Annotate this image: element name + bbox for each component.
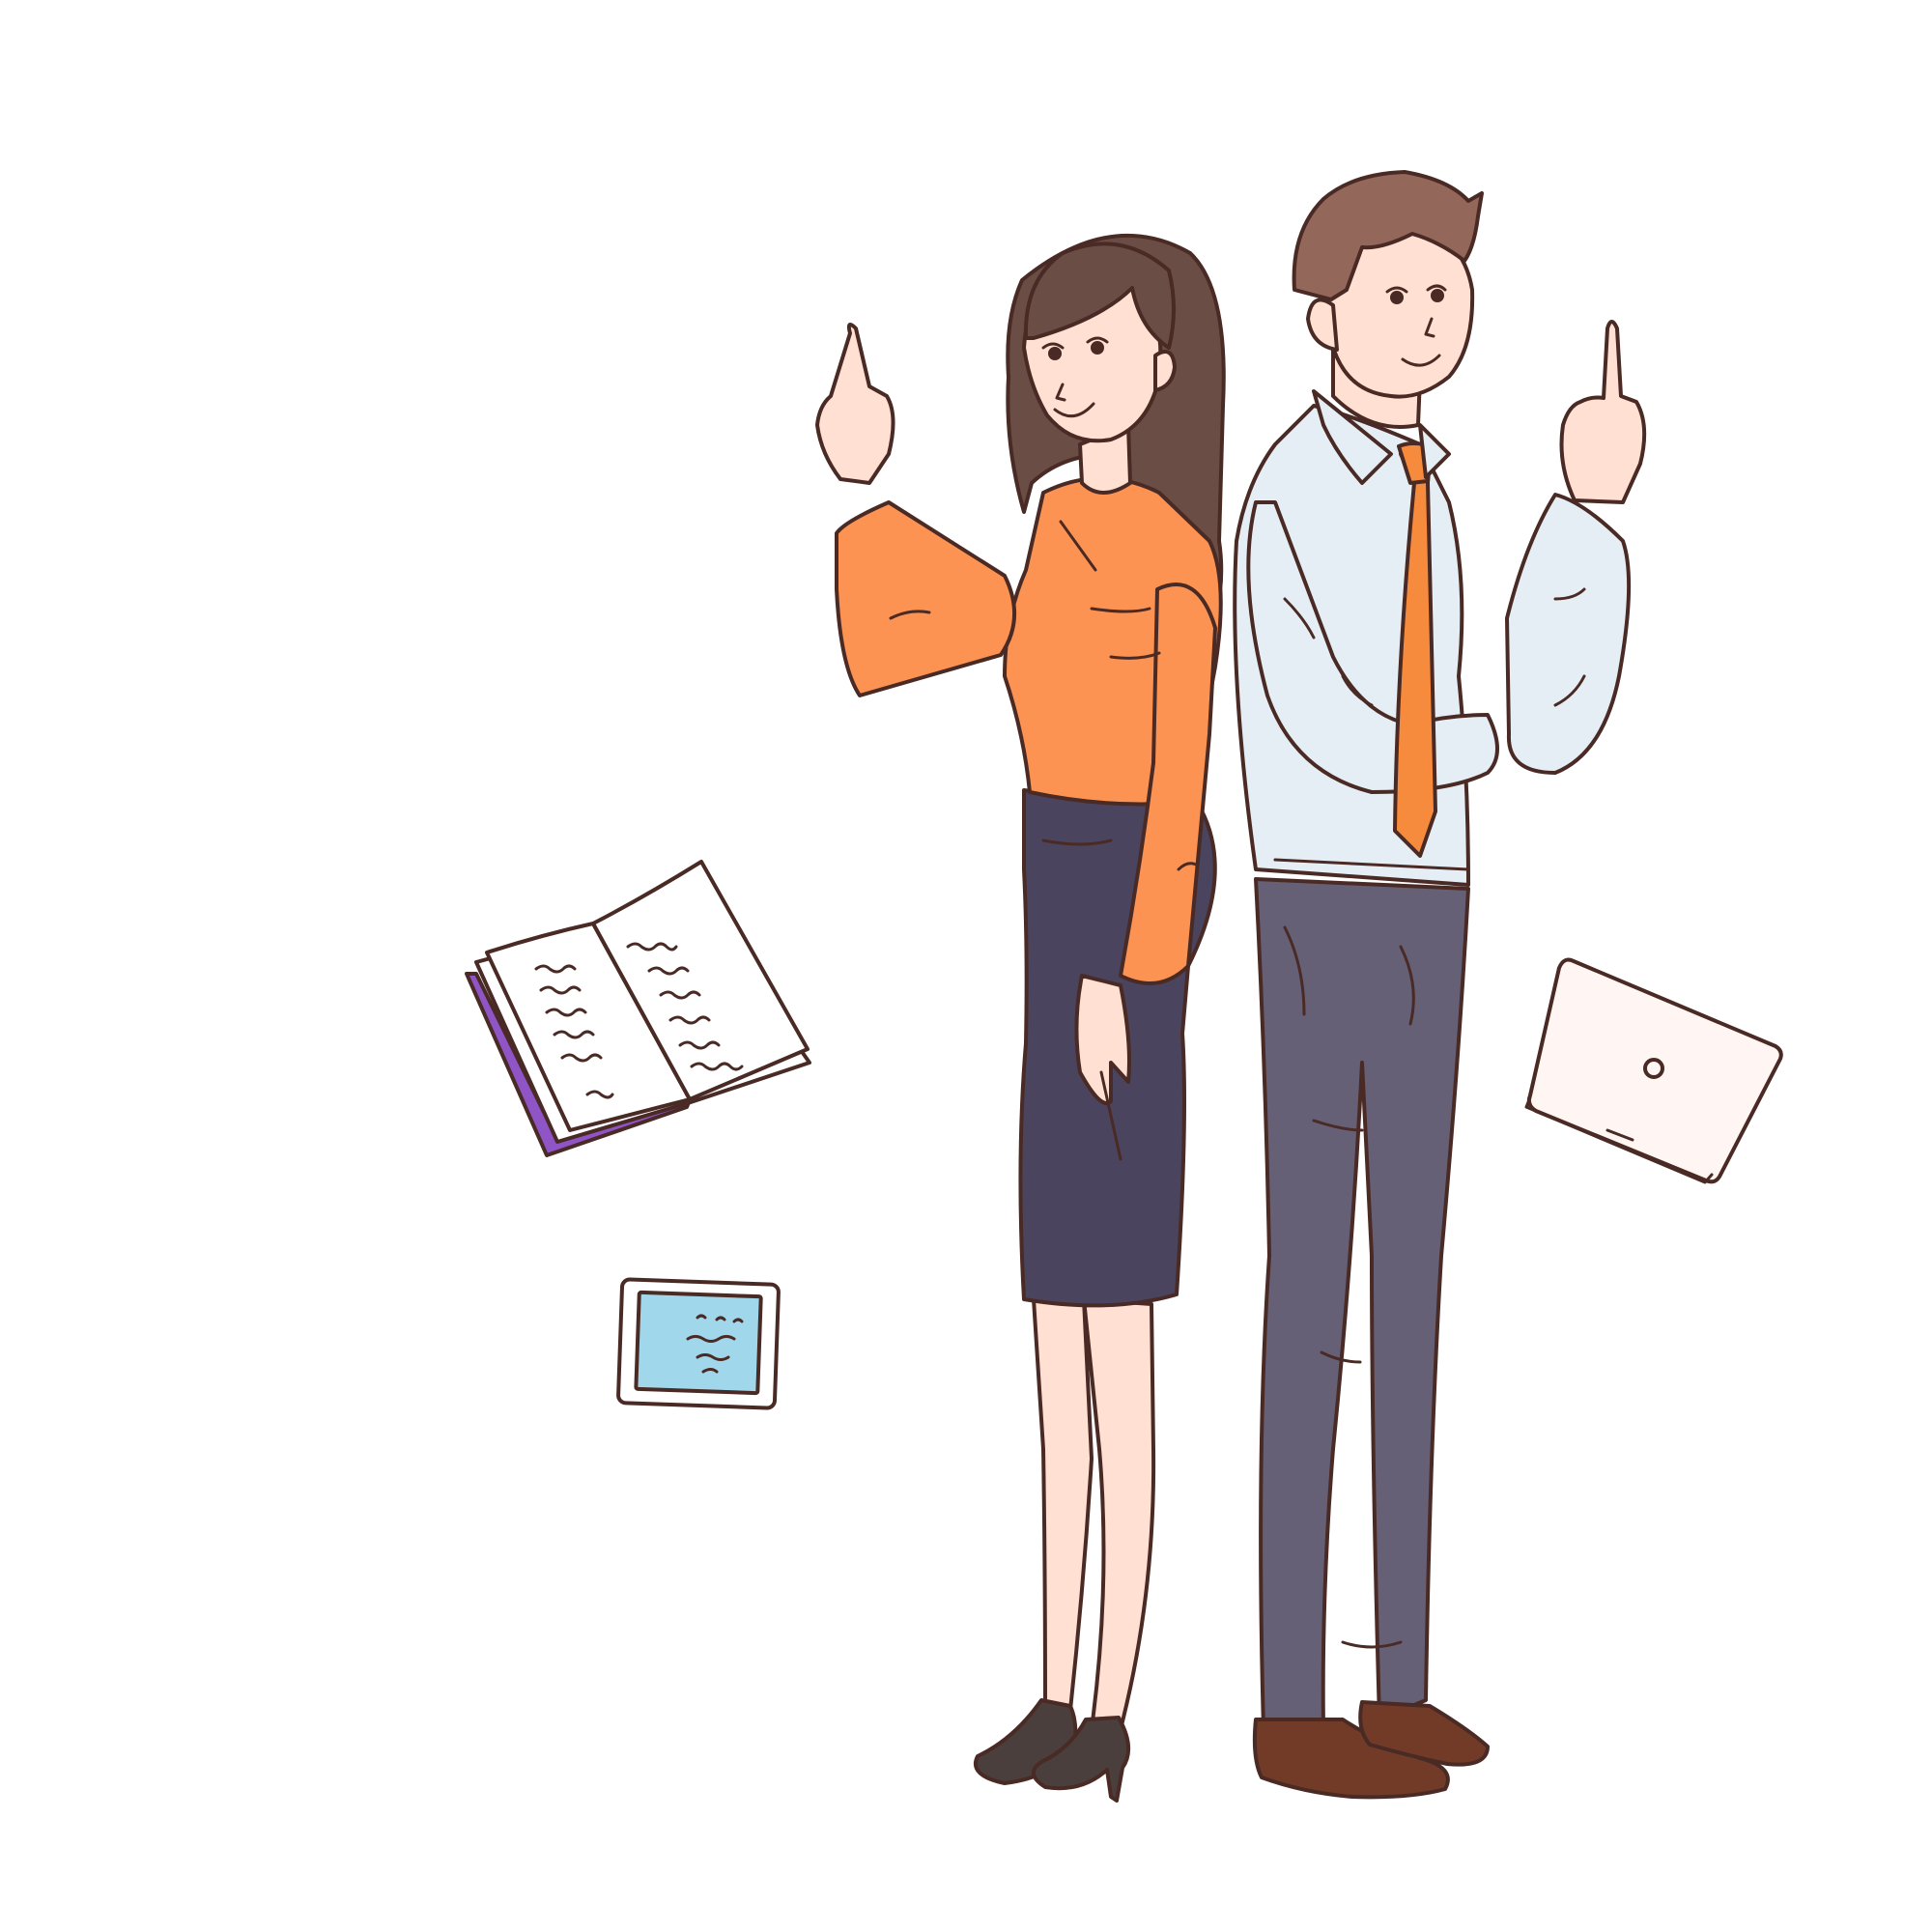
woman-figure (815, 233, 1226, 1803)
man-figure (1233, 170, 1647, 1800)
tablet-icon (616, 1277, 781, 1410)
laptop-icon (1524, 957, 1783, 1184)
open-book-icon (465, 860, 811, 1157)
